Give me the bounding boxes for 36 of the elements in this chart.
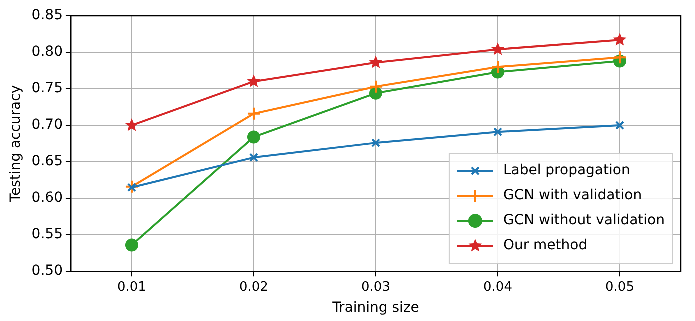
point	[249, 153, 259, 162]
x-tick-label: 0.02	[240, 280, 268, 295]
y-tick-label: 0.70	[32, 117, 63, 134]
x-tick-label: 0.01	[118, 280, 146, 295]
y-tick-label: 0.75	[32, 80, 63, 97]
point	[125, 118, 139, 132]
point	[371, 138, 381, 148]
point	[493, 128, 503, 137]
legend-label: GCN with validation	[503, 188, 642, 204]
point	[491, 42, 505, 56]
legend-label: Label propagation	[503, 162, 630, 179]
point	[247, 74, 261, 88]
point	[246, 106, 261, 121]
point	[125, 238, 138, 252]
point	[127, 183, 137, 192]
point	[615, 121, 625, 130]
x-tick-label: 0.05	[606, 280, 634, 295]
y-tick-label: 0.55	[32, 226, 63, 243]
x-axis-title: Training size	[332, 300, 420, 316]
point	[124, 180, 139, 194]
point	[613, 33, 627, 46]
point	[247, 130, 260, 144]
point	[368, 80, 383, 94]
y-tick-label: 0.60	[32, 190, 63, 206]
point	[369, 56, 383, 68]
y-tick-label: 0.85	[32, 8, 63, 24]
x-tick-label: 0.04	[484, 280, 512, 295]
y-tick-label: 0.65	[32, 154, 63, 170]
y-axis-title: Testing accuracy	[8, 85, 24, 204]
point	[612, 50, 627, 65]
y-tick-label: 0.50	[32, 263, 63, 280]
legend-label: GCN without validation	[503, 212, 666, 229]
y-tick-label: 0.80	[32, 44, 63, 60]
legend-label: Our method	[503, 238, 588, 254]
point	[490, 60, 505, 74]
x-tick-label: 0.03	[362, 280, 390, 295]
